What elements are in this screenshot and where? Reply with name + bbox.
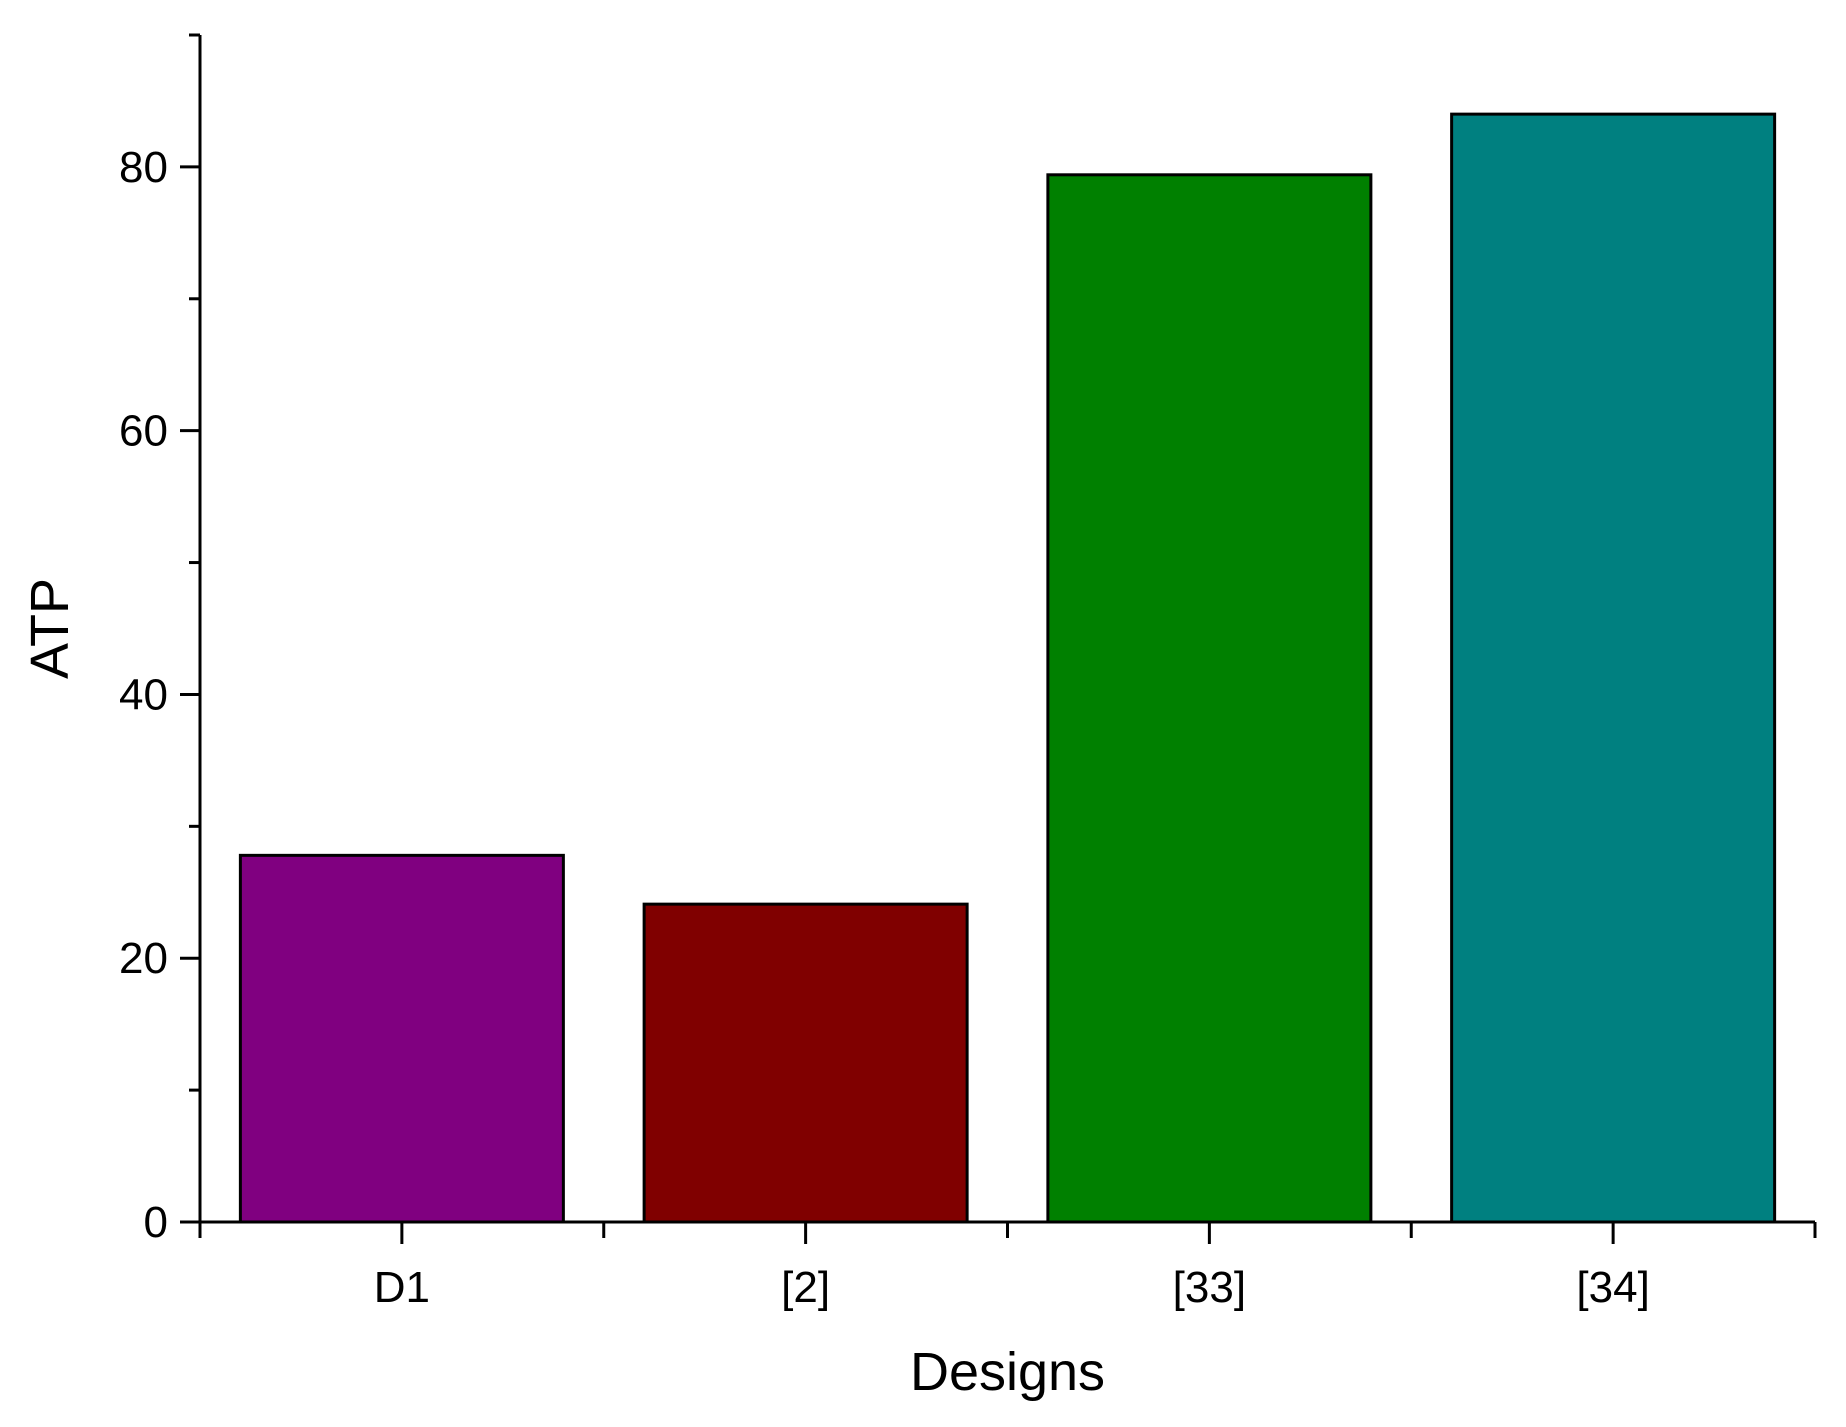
y-tick-label: 60 [119,407,168,456]
x-ticks-group: D1 [2] [33] [34] [198,1222,1817,1312]
y-ticks-group: 0 20 40 60 80 [119,33,200,1247]
y-axis-title: ATP [20,578,80,679]
y-tick-label: 80 [119,143,168,192]
x-axis-title: Designs [910,1342,1105,1402]
x-tick-label: [2] [781,1263,830,1312]
x-tick-label: [33] [1173,1263,1246,1312]
y-tick-label: 40 [119,670,168,719]
axes-group [180,35,1815,1224]
bar-0 [238,853,565,1224]
y-tick-label: 0 [144,1198,168,1247]
bars-group [238,112,1777,1224]
bar-2 [1046,173,1373,1224]
x-tick-label: [34] [1576,1263,1649,1312]
bar-1 [642,902,969,1224]
x-tick-label: D1 [374,1263,430,1312]
y-tick-label: 20 [119,934,168,983]
bar-3 [1450,112,1777,1224]
